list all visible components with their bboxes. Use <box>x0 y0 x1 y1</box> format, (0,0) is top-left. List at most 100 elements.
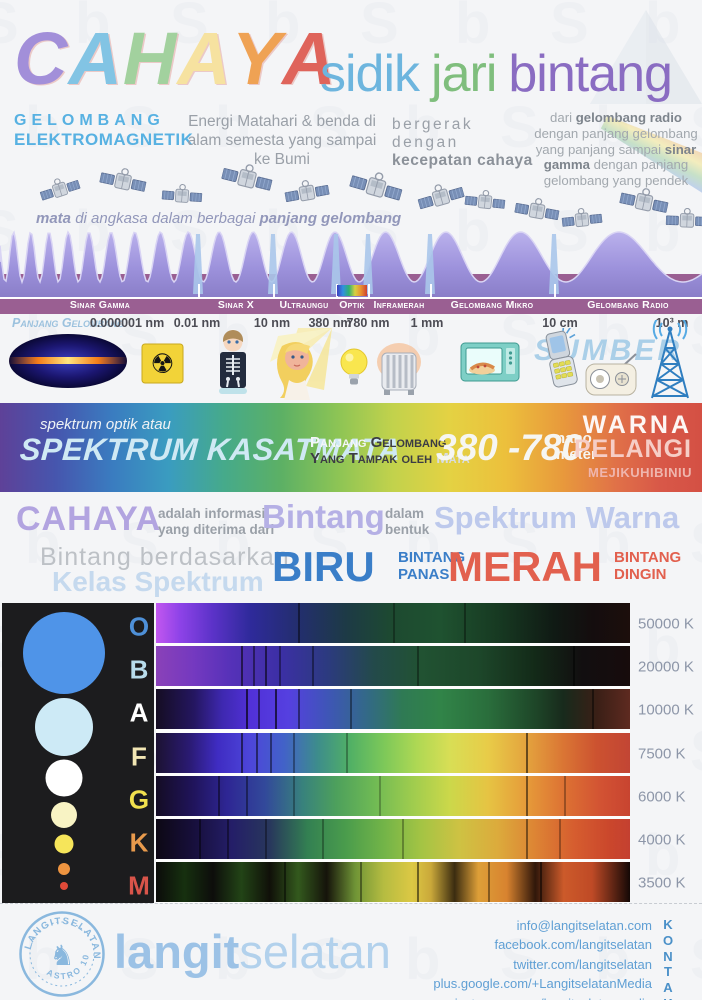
absorption-line <box>298 689 301 730</box>
absorption-line <box>573 646 576 687</box>
title-letter: A <box>282 17 335 100</box>
watermark-glyph: S <box>120 927 159 992</box>
watermark-glyph: S <box>0 0 19 57</box>
watermark-glyph: b <box>75 0 111 56</box>
contact-link[interactable]: plus.google.com/+LangitselatanMedia <box>433 976 652 992</box>
watermark-glyph: S <box>690 94 702 161</box>
contact-link[interactable]: instagram.com/langitselatanmedia <box>400 994 652 1000</box>
absorption-line <box>558 819 561 859</box>
dalam-line: dalam <box>385 506 425 521</box>
watermark-glyph: S <box>550 0 589 56</box>
star-circle-A <box>45 759 83 797</box>
satellite-icon <box>37 172 82 207</box>
watermark-glyph: S <box>310 511 349 576</box>
contact-link[interactable]: info@langitselatan.com <box>516 918 652 933</box>
absorption-line <box>198 819 201 859</box>
title-letter: Y <box>231 17 281 100</box>
spectrum-row-F <box>156 732 630 773</box>
satellite-icon <box>561 206 603 234</box>
absorption-line <box>246 775 249 816</box>
kontak-letter: O <box>662 932 674 948</box>
temperature-label-K: 4000 K <box>638 831 686 849</box>
satellite-icon <box>347 165 405 209</box>
absorption-line <box>416 646 419 687</box>
text-part: Yang Tampak oleh <box>310 450 437 467</box>
rainbow-colors-label: WARNA PELANGI MEJIKUHIBINIU <box>574 413 692 485</box>
intro-gelombang-label: GELOMBANG <box>14 112 165 129</box>
mobile-phone-icon <box>543 328 579 392</box>
spectrum-row-M <box>156 862 630 903</box>
gamma-sky-map <box>8 333 128 389</box>
cahaya-label: CAHAYA <box>16 500 162 538</box>
intro-elektromagnetik-label: ELEKTROMAGNETIK <box>14 130 194 149</box>
watermark-glyph: S <box>500 927 539 992</box>
absorption-line <box>265 646 268 687</box>
berdasarkan-label: Bintang berdasarkan <box>40 543 290 571</box>
absorption-line <box>393 603 395 643</box>
band-divider-line <box>0 297 702 299</box>
temperature-label-O: 50000 K <box>638 615 694 633</box>
intro-speed-line1: bergerak dengan <box>392 116 474 151</box>
satellite-icon <box>618 183 671 221</box>
absorption-line <box>227 819 230 859</box>
watermark-glyph: S <box>690 926 702 993</box>
class-letter-F: F <box>131 741 147 772</box>
subtitle-word: sidik <box>320 45 420 103</box>
wavelength-value: 1 mm <box>410 316 444 330</box>
visible-band-range: 380 -780 <box>436 427 583 468</box>
class-letter-B: B <box>129 654 149 685</box>
unit-nano: nano <box>556 430 592 447</box>
warna-label: WARNA <box>582 411 692 439</box>
spectrum-row-K <box>156 819 630 859</box>
satellite-icon <box>665 207 702 233</box>
visible-band-unit: nano meter <box>556 431 597 463</box>
watermark-glyph: S <box>690 302 702 369</box>
wavelength-value: 10 cm <box>542 316 578 330</box>
watermark-glyph: S <box>500 95 539 160</box>
temperature-label-A: 10000 K <box>638 701 694 719</box>
xray-boy-icon <box>210 330 256 396</box>
optic-rainbow-swatch <box>337 285 367 296</box>
page-title: CAHAYA <box>14 16 337 108</box>
title-letter: A <box>68 17 121 100</box>
intro-range-part: sinar gamma <box>543 141 697 173</box>
brand-langit: langit <box>114 925 240 978</box>
absorption-line <box>416 862 419 903</box>
kontak-letter: A <box>663 980 673 996</box>
page-subtitle: sidik jari bintang <box>320 44 684 104</box>
horse-rider-icon: ♞ <box>49 940 74 971</box>
intro-range-part: dengan panjang gelombang yang panjang sa… <box>534 125 698 157</box>
watermark-glyph: b <box>25 95 61 160</box>
prism-icon <box>588 8 702 113</box>
title-letter: A <box>177 17 230 100</box>
watermark-glyph: b <box>595 95 631 160</box>
wavelength-value: 780 nm <box>346 316 390 330</box>
watermark-glyph: b <box>215 95 251 160</box>
intro-electromagnetic: GELOMBANG ELEKTROMAGNETIK <box>14 112 194 150</box>
watermark-glyph: S <box>120 511 159 576</box>
star-circle-K <box>58 863 70 875</box>
contact-link[interactable]: facebook.com/langitselatan <box>494 937 652 953</box>
em-wave-diagram <box>0 230 702 297</box>
wavelength-value: 0.01 nm <box>173 316 221 330</box>
absorption-line <box>217 775 220 816</box>
em-band-section-label: Ultraungu <box>279 299 329 311</box>
satellite-icon <box>98 164 149 200</box>
contact-link[interactable]: twitter.com/langitselatan <box>513 956 652 972</box>
intro-energy-text: Energi Matahari & benda di alam semesta … <box>187 113 377 168</box>
intro-speed-line2: kecepatan cahaya <box>392 152 533 169</box>
band-tick <box>273 284 275 297</box>
intro-speed-text: bergerak dengan kecepatan cahaya <box>392 116 537 170</box>
kontak-letter: K <box>660 996 676 1000</box>
absorption-line <box>525 775 528 816</box>
em-band-section-label: Gelombang Mikro <box>450 299 534 311</box>
watermark-glyph: S <box>360 0 399 56</box>
watermark-glyph: b <box>405 511 441 576</box>
watermark-glyph: b <box>215 511 251 576</box>
watermark-glyph: b <box>595 511 631 576</box>
bintang-panas-label: BINTANG PANAS <box>398 549 465 583</box>
visible-band-note: Panjang Gelombang Yang Tampak oleh Mata <box>310 435 470 467</box>
satellite-icon <box>161 183 203 209</box>
spectrum-row-A <box>156 689 630 730</box>
